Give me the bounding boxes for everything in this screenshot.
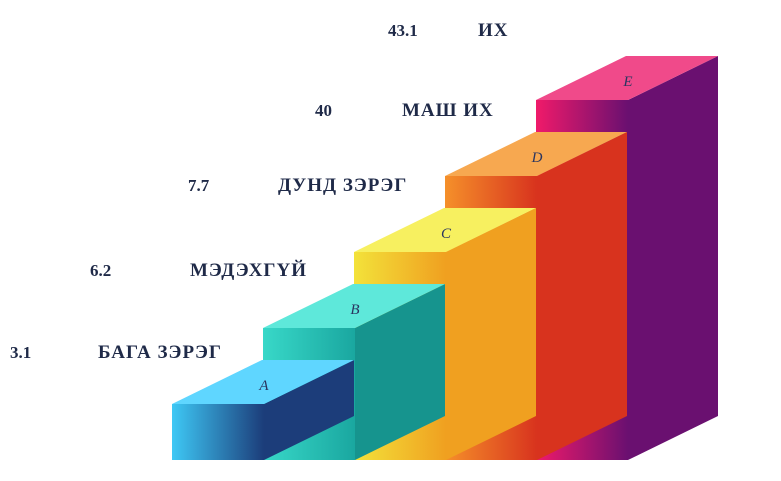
step-letter: E: [622, 74, 632, 90]
step-right-face: [446, 208, 536, 460]
step-top-face: [263, 284, 445, 328]
step-value: 3.1: [10, 343, 31, 362]
step-value: 6.2: [90, 261, 111, 280]
step-label: ДУНД ЗЭРЭГ: [278, 175, 407, 196]
step-front-face: [172, 404, 264, 460]
step-right-face: [537, 132, 627, 460]
step: A: [172, 360, 354, 460]
step-right-face: [628, 56, 718, 460]
step-letter: B: [350, 302, 359, 318]
step-top-face: [445, 132, 627, 176]
step-label: МАШ ИХ: [402, 100, 494, 121]
step-right-face: [355, 284, 445, 460]
step-value: 40: [315, 101, 332, 120]
step-right-face: [264, 360, 354, 460]
step-top-face: [172, 360, 354, 404]
step-letter: C: [441, 226, 452, 242]
step-top-face: [354, 208, 536, 252]
step-label: МЭДЭХГҮЙ: [190, 259, 307, 281]
step-letter: D: [531, 150, 543, 166]
step-label: ИХ: [478, 20, 509, 41]
step-letter: A: [258, 378, 269, 394]
step-label: БАГА ЗЭРЭГ: [98, 342, 222, 363]
step-value: 7.7: [188, 176, 210, 195]
step-value: 43.1: [388, 21, 418, 40]
step-top-face: [536, 56, 718, 100]
